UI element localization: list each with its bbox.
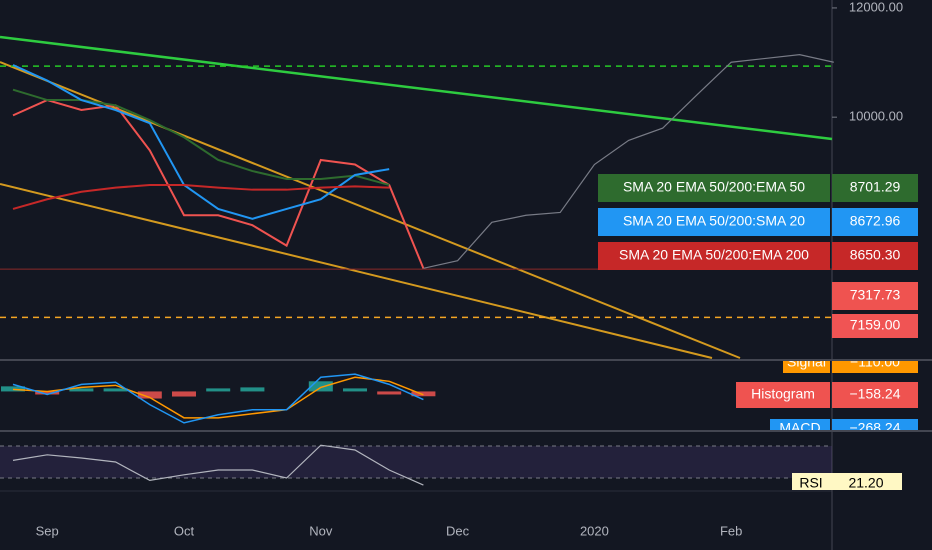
histogram-bar	[240, 387, 265, 392]
badge-label: SMA 20 EMA 50/200:EMA 50	[623, 179, 805, 195]
badge-label: SMA 20 EMA 50/200:EMA 200	[619, 247, 809, 263]
histogram-bar	[206, 388, 231, 392]
x-tick-label: Sep	[36, 523, 59, 538]
badge-label: −110.00	[850, 354, 900, 370]
series-line	[12, 444, 424, 486]
rsi-band	[0, 446, 832, 478]
badge-label: RSI	[799, 475, 822, 491]
histogram-bar	[103, 388, 128, 392]
badge-label: −268.24	[850, 420, 901, 436]
pane: 7159.00 12000.00 10000.00 7317.73 SMA 20 EMA…	[0, 0, 918, 338]
x-tick-label: Oct	[174, 523, 195, 538]
badge	[770, 419, 830, 430]
histogram-bar	[137, 391, 162, 399]
badge	[598, 208, 830, 236]
badge-label: 8672.96	[850, 213, 901, 229]
histogram-bar	[1, 386, 25, 392]
x-tick-label: Feb	[720, 523, 742, 538]
badge-label: 7317.73	[850, 287, 901, 303]
series-line	[12, 88, 390, 186]
series-line	[12, 183, 390, 210]
badge-label: 8701.29	[850, 179, 901, 195]
badge	[792, 473, 830, 490]
series-line	[12, 376, 424, 419]
y-tick-label: 12000.00	[849, 0, 903, 14]
badge-label: 8650.30	[850, 247, 901, 263]
badge	[736, 382, 830, 408]
y-tick-label: 10000.00	[849, 109, 903, 124]
badge-label: 7159.00	[850, 317, 901, 333]
badge-label: Histogram	[751, 386, 815, 402]
trend-line	[0, 61, 741, 359]
trend-line	[0, 183, 713, 359]
badge-label: −158.24	[850, 386, 901, 402]
pane: Signal −110.00 Histogram −158.24 MACD −268.24	[1, 354, 918, 436]
badge	[832, 419, 918, 430]
histogram-bar	[69, 388, 94, 392]
pane: RSI 21.20	[0, 444, 902, 491]
badge	[830, 473, 902, 490]
badge-label: MACD	[779, 420, 820, 436]
badge	[832, 361, 918, 373]
badge-label: Signal	[787, 354, 826, 370]
trend-line	[0, 35, 833, 141]
badge	[832, 242, 918, 270]
x-tick-label: Nov	[309, 523, 333, 538]
series-line	[12, 373, 424, 424]
badge-label: 21.20	[848, 475, 883, 491]
histogram-bar	[411, 391, 436, 397]
badge	[783, 361, 830, 373]
histogram-bar	[377, 391, 402, 395]
badge	[832, 314, 918, 338]
badge	[598, 242, 830, 270]
badge	[832, 174, 918, 202]
badge	[832, 382, 918, 408]
badge	[832, 208, 918, 236]
histogram-bar	[35, 391, 60, 395]
badge	[832, 282, 918, 310]
histogram-bar	[343, 388, 367, 392]
x-tick-label: 2020	[580, 523, 609, 538]
badge-label: SMA 20 EMA 50/200:SMA 20	[623, 213, 805, 229]
histogram-bar	[172, 391, 196, 397]
histogram-bar	[308, 381, 333, 392]
badge	[598, 174, 830, 202]
series-line	[423, 54, 834, 269]
x-tick-label: Dec	[446, 523, 470, 538]
series-line	[12, 98, 425, 269]
series-line	[12, 64, 390, 220]
